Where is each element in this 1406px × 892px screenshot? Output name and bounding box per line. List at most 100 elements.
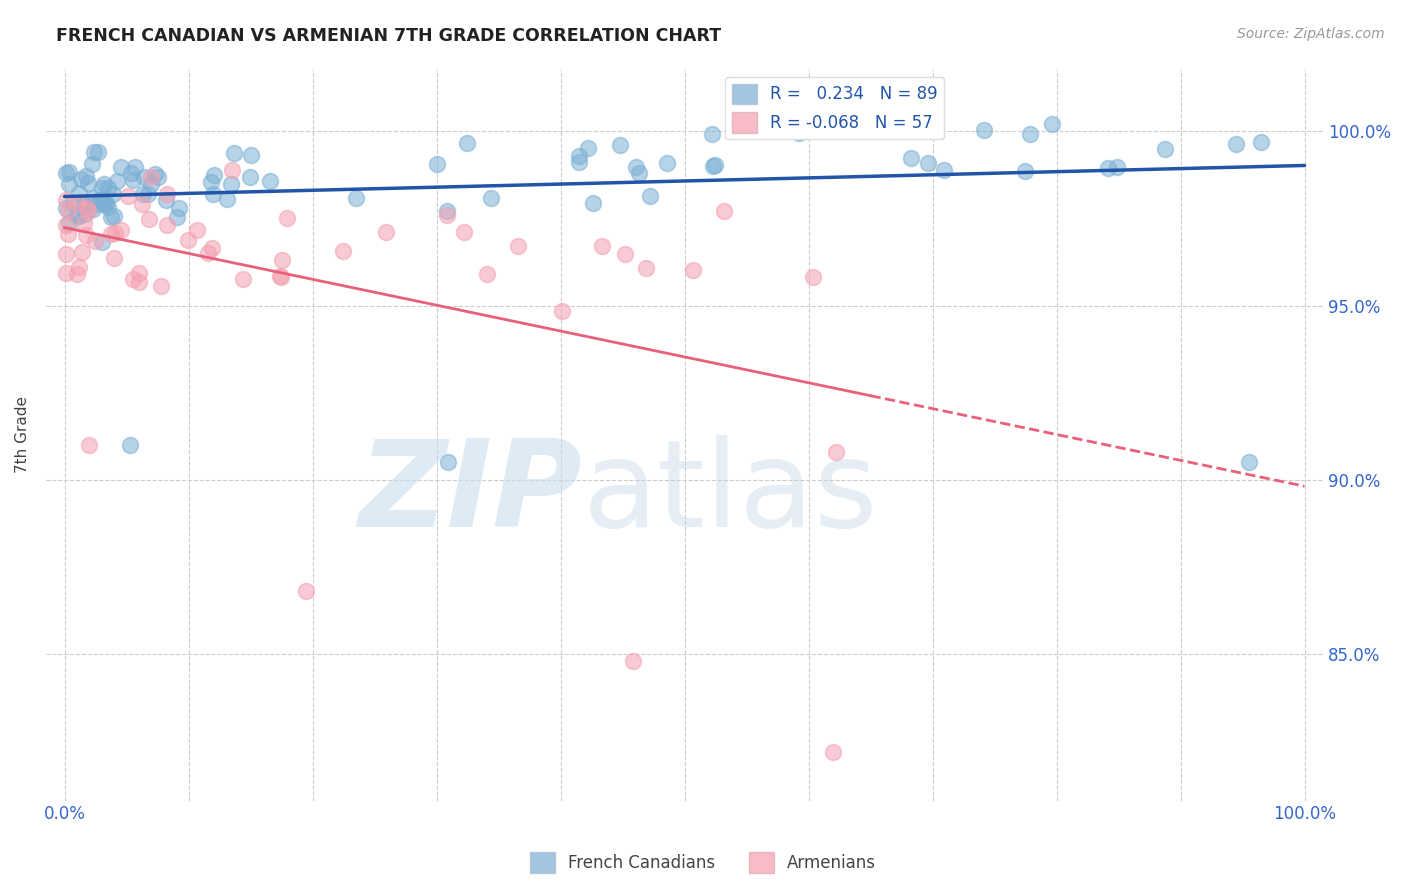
Point: [117, 189, 139, 203]
Point: [82, 202, 104, 216]
Point: [73, 197, 96, 211]
Point: [134, 169, 156, 184]
Point: [217, 192, 239, 206]
Point: [1239, 455, 1261, 469]
Point: [83, 234, 105, 248]
Point: [374, 226, 396, 240]
Point: [79, 438, 101, 452]
Point: [150, 278, 173, 293]
Point: [58, 165, 80, 179]
Point: [66, 267, 89, 281]
Point: [155, 187, 177, 202]
Point: [453, 225, 475, 239]
Point: [148, 169, 170, 184]
Point: [568, 154, 591, 169]
Point: [55, 266, 77, 280]
Point: [221, 163, 243, 178]
Point: [55, 247, 77, 261]
Point: [506, 238, 529, 252]
Point: [239, 169, 262, 184]
Point: [105, 174, 128, 188]
Point: [55, 193, 77, 207]
Point: [426, 156, 449, 170]
Point: [55, 218, 77, 232]
Text: FRENCH CANADIAN VS ARMENIAN 7TH GRADE CORRELATION CHART: FRENCH CANADIAN VS ARMENIAN 7TH GRADE CO…: [56, 27, 721, 45]
Point: [823, 745, 845, 759]
Point: [200, 175, 222, 189]
Point: [202, 168, 225, 182]
Point: [477, 267, 499, 281]
Point: [276, 211, 298, 226]
Point: [479, 191, 502, 205]
Point: [436, 208, 458, 222]
Point: [156, 218, 179, 232]
Point: [1105, 160, 1128, 174]
Point: [94, 196, 117, 211]
Point: [186, 223, 208, 237]
Text: atlas: atlas: [582, 434, 877, 551]
Point: [973, 123, 995, 137]
Point: [167, 201, 190, 215]
Point: [638, 189, 661, 203]
Point: [713, 203, 735, 218]
Point: [122, 173, 145, 187]
Point: [1225, 136, 1247, 151]
Point: [621, 654, 644, 668]
Point: [121, 272, 143, 286]
Point: [201, 241, 224, 255]
Point: [76, 202, 98, 216]
Point: [197, 245, 219, 260]
Point: [100, 210, 122, 224]
Point: [89, 193, 111, 207]
Point: [128, 276, 150, 290]
Point: [80, 157, 103, 171]
Point: [93, 177, 115, 191]
Point: [239, 147, 262, 161]
Point: [69, 210, 91, 224]
Point: [801, 269, 824, 284]
Point: [69, 171, 91, 186]
Point: [73, 206, 96, 220]
Point: [124, 160, 146, 174]
Point: [67, 186, 90, 200]
Point: [576, 141, 599, 155]
Point: [96, 195, 118, 210]
Point: [917, 156, 939, 170]
Point: [702, 159, 724, 173]
Point: [139, 177, 162, 191]
Point: [55, 201, 77, 215]
Point: [77, 176, 100, 190]
Point: [62, 196, 84, 211]
Point: [97, 200, 120, 214]
Point: [91, 197, 114, 211]
Point: [824, 445, 846, 459]
Point: [100, 227, 122, 241]
Point: [58, 178, 80, 192]
Point: [131, 197, 153, 211]
Point: [269, 269, 291, 284]
Point: [789, 126, 811, 140]
Point: [132, 186, 155, 201]
Point: [83, 145, 105, 160]
Point: [166, 210, 188, 224]
Point: [1250, 135, 1272, 149]
Point: [550, 303, 572, 318]
Point: [703, 158, 725, 172]
Point: [436, 455, 458, 469]
Point: [436, 203, 458, 218]
Point: [591, 239, 613, 253]
Text: ZIP: ZIP: [359, 434, 582, 551]
Point: [56, 227, 79, 241]
Point: [75, 169, 97, 184]
Point: [96, 180, 118, 194]
Point: [568, 149, 591, 163]
Point: [344, 190, 367, 204]
Point: [702, 128, 724, 142]
Point: [609, 138, 631, 153]
Point: [219, 178, 242, 192]
Point: [82, 198, 104, 212]
Point: [120, 165, 142, 179]
Point: [1097, 161, 1119, 176]
Point: [138, 212, 160, 227]
Point: [1014, 163, 1036, 178]
